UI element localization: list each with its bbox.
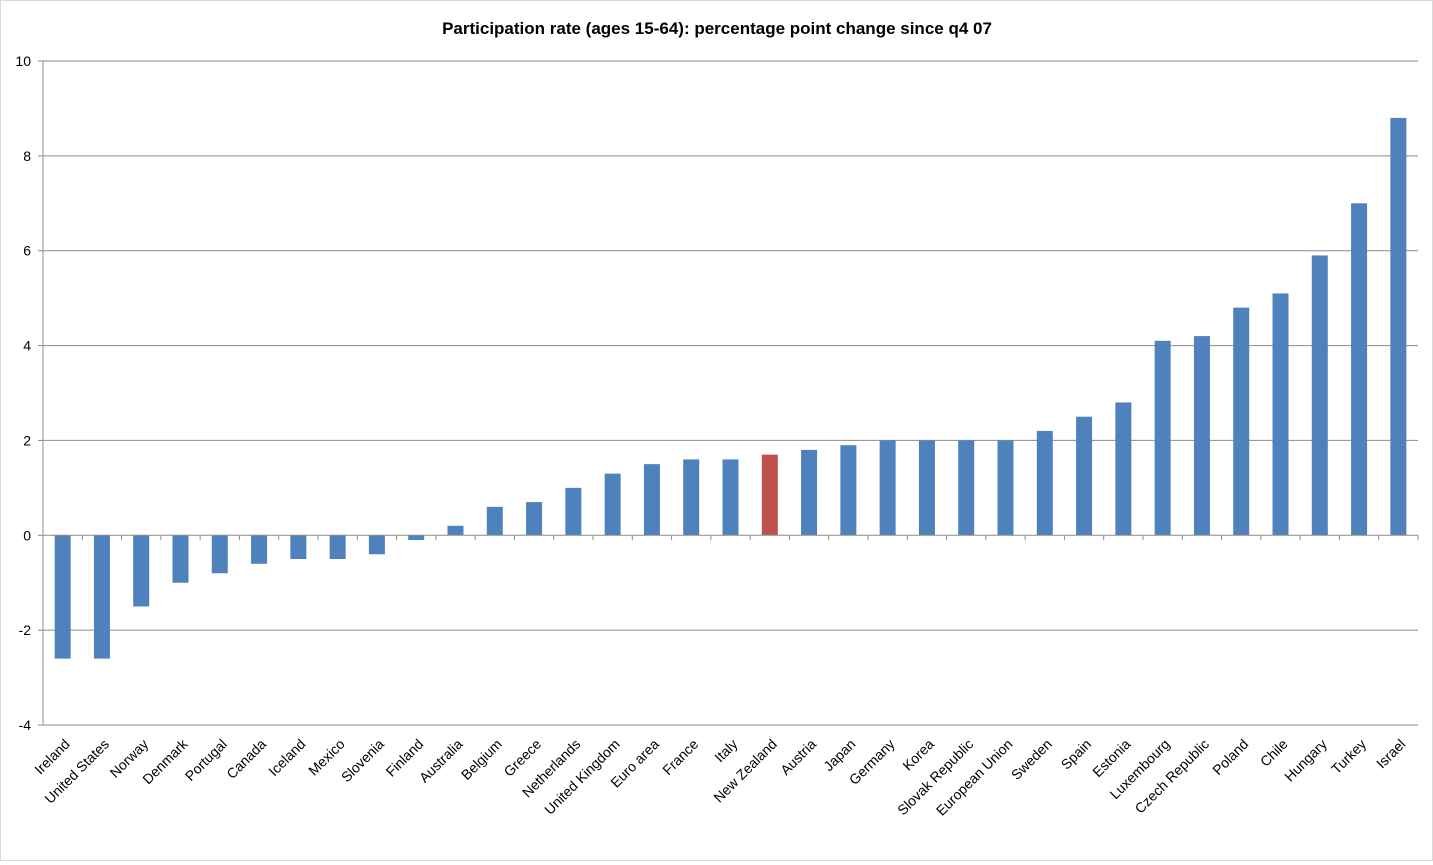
- axes: [38, 60, 1419, 726]
- x-category-label: Hungary: [1281, 736, 1330, 785]
- bar: [290, 535, 307, 559]
- bar: [408, 535, 425, 541]
- bar: [1154, 340, 1171, 536]
- bar: [1351, 203, 1368, 536]
- x-category-label: Portugal: [182, 736, 230, 784]
- bar: [879, 440, 896, 536]
- bar: [565, 487, 582, 536]
- bar: [251, 535, 268, 564]
- y-tick-label: 8: [23, 148, 31, 164]
- bar: [1233, 307, 1250, 536]
- y-tick-label: 0: [23, 527, 31, 543]
- bar: [1311, 255, 1328, 536]
- x-category-label: Slovenia: [338, 736, 387, 785]
- x-category-label: Belgium: [458, 736, 505, 783]
- bar: [643, 464, 660, 536]
- x-category-label: Turkey: [1328, 736, 1369, 777]
- bar: [840, 445, 857, 536]
- bar: [447, 525, 464, 536]
- bar: [1272, 293, 1289, 536]
- y-axis-tick-labels: -4 -2 0 2 4 6 8 10: [15, 53, 31, 733]
- bar: [211, 535, 228, 574]
- bars: [54, 117, 1407, 659]
- bar: [368, 535, 385, 555]
- bar: [761, 454, 778, 536]
- bar: [918, 440, 935, 536]
- x-category-label: Italy: [711, 736, 740, 765]
- x-category-label: Spain: [1058, 736, 1095, 773]
- x-category-label: Austria: [777, 736, 819, 778]
- y-tick-label: 10: [15, 53, 31, 69]
- bar: [1193, 336, 1210, 536]
- bar: [329, 535, 346, 559]
- bar: [683, 459, 700, 536]
- y-tick-label: 2: [23, 432, 31, 448]
- y-tick-label: -2: [19, 622, 32, 638]
- bar: [1076, 416, 1093, 536]
- bar: [1390, 117, 1407, 536]
- y-tick-label: 6: [23, 243, 31, 259]
- x-category-label: Iceland: [265, 736, 308, 779]
- x-category-label: Sweden: [1008, 736, 1055, 783]
- bar: [1115, 402, 1132, 536]
- gridlines: [43, 60, 1418, 726]
- bar: [526, 502, 543, 536]
- bar: [172, 535, 189, 583]
- bar: [801, 449, 818, 536]
- x-category-label: Australia: [416, 736, 466, 786]
- bar: [958, 440, 975, 536]
- bar: [997, 440, 1014, 536]
- chart-title: Participation rate (ages 15-64): percent…: [442, 19, 992, 38]
- bar: [54, 535, 71, 659]
- x-category-label: Canada: [223, 736, 269, 782]
- bar: [133, 535, 150, 607]
- x-category-label: Israel: [1373, 736, 1409, 772]
- bar: [604, 473, 621, 536]
- bar: [486, 506, 503, 536]
- bar: [722, 459, 739, 536]
- x-category-label: France: [659, 736, 701, 778]
- x-category-label: Korea: [899, 736, 937, 774]
- bar: [1036, 430, 1053, 536]
- bar: [93, 535, 110, 659]
- y-tick-label: -4: [19, 717, 32, 733]
- x-category-label: Poland: [1209, 736, 1251, 778]
- y-tick-label: 4: [23, 338, 31, 354]
- x-category-label: Chile: [1257, 736, 1291, 770]
